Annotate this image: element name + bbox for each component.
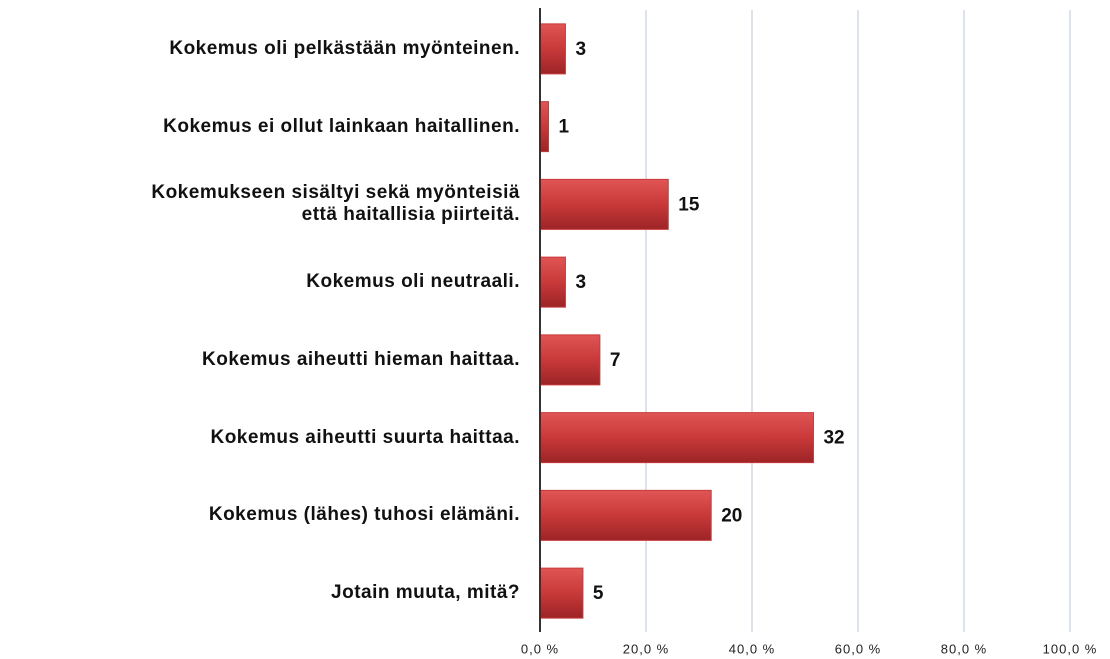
x-tick-label: 40,0 % [729,641,775,656]
bar [539,412,814,464]
category-label: Jotain muuta, mitä? [331,582,520,604]
x-tick-label: 20,0 % [623,641,669,656]
x-tick-label: 100,0 % [1043,641,1098,656]
bar [539,23,566,75]
bar [539,334,601,386]
category-label: Kokemukseen sisältyi sekä myönteisiä ett… [151,182,520,226]
bar [539,567,584,619]
x-tick-label: 0,0 % [521,641,559,656]
data-label: 7 [610,350,621,371]
category-label: Kokemus aiheutti hieman haittaa. [202,348,520,370]
category-label: Kokemus aiheutti suurta haittaa. [210,426,520,448]
data-label: 3 [575,39,586,60]
category-label: Kokemus ei ollut lainkaan haitallinen. [163,115,520,137]
category-label: Kokemus (lähes) tuhosi elämäni. [208,504,520,526]
bar [539,178,669,230]
x-tick-label: 80,0 % [941,641,987,656]
bar [539,101,549,153]
data-label: 5 [593,583,604,604]
data-label: 1 [558,117,569,138]
data-label: 15 [678,194,700,215]
x-tick-label: 60,0 % [835,641,881,656]
bar [539,489,712,541]
bar [539,256,566,308]
data-label: 32 [823,428,844,449]
category-label: Kokemus oli pelkästään myönteinen. [169,37,520,59]
category-label: Kokemus oli neutraali. [306,271,520,293]
data-label: 3 [575,272,586,293]
data-label: 20 [721,505,742,526]
